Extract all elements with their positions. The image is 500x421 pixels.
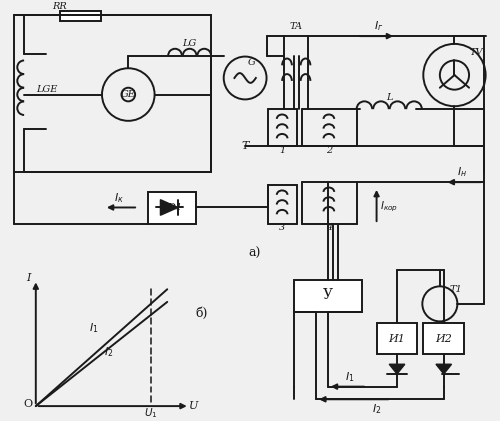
Bar xyxy=(376,323,418,354)
Text: G: G xyxy=(248,58,256,67)
Text: $I_1$: $I_1$ xyxy=(344,370,354,384)
Text: 4: 4 xyxy=(326,224,332,232)
Bar xyxy=(424,323,464,354)
Text: 3: 3 xyxy=(279,224,285,232)
Text: И2: И2 xyxy=(436,334,452,344)
Text: LGE: LGE xyxy=(36,85,57,94)
Text: VD1: VD1 xyxy=(162,203,182,212)
Text: $I_н$: $I_н$ xyxy=(457,165,468,179)
Text: TV: TV xyxy=(469,48,482,57)
Text: I: I xyxy=(26,272,30,282)
Text: $I_2$: $I_2$ xyxy=(372,402,382,416)
Text: RR: RR xyxy=(52,3,67,11)
Bar xyxy=(148,192,196,224)
Bar xyxy=(60,11,101,21)
Text: И1: И1 xyxy=(388,334,406,344)
Text: TA: TA xyxy=(290,22,302,31)
Text: T1: T1 xyxy=(450,285,462,294)
Polygon shape xyxy=(389,364,405,374)
Text: $I_к$: $I_к$ xyxy=(114,191,124,205)
Text: LG: LG xyxy=(182,40,197,48)
Bar xyxy=(294,280,362,312)
Text: GE: GE xyxy=(121,90,136,99)
Polygon shape xyxy=(436,364,452,374)
Text: $I_2$: $I_2$ xyxy=(104,346,114,360)
Text: $I_1$: $I_1$ xyxy=(90,321,99,335)
Text: $I_{кор}$: $I_{кор}$ xyxy=(380,199,398,214)
Text: $I_г$: $I_г$ xyxy=(374,19,383,33)
Text: T: T xyxy=(242,141,249,151)
Text: а): а) xyxy=(248,247,261,260)
Text: $U_1$: $U_1$ xyxy=(144,406,158,420)
Text: 1: 1 xyxy=(279,146,285,155)
Text: L: L xyxy=(386,93,392,102)
Text: 2: 2 xyxy=(326,146,332,155)
Text: У: У xyxy=(323,288,333,302)
Text: U: U xyxy=(189,401,198,411)
Text: O: O xyxy=(24,399,32,409)
Text: б): б) xyxy=(195,307,207,320)
Polygon shape xyxy=(160,200,178,215)
